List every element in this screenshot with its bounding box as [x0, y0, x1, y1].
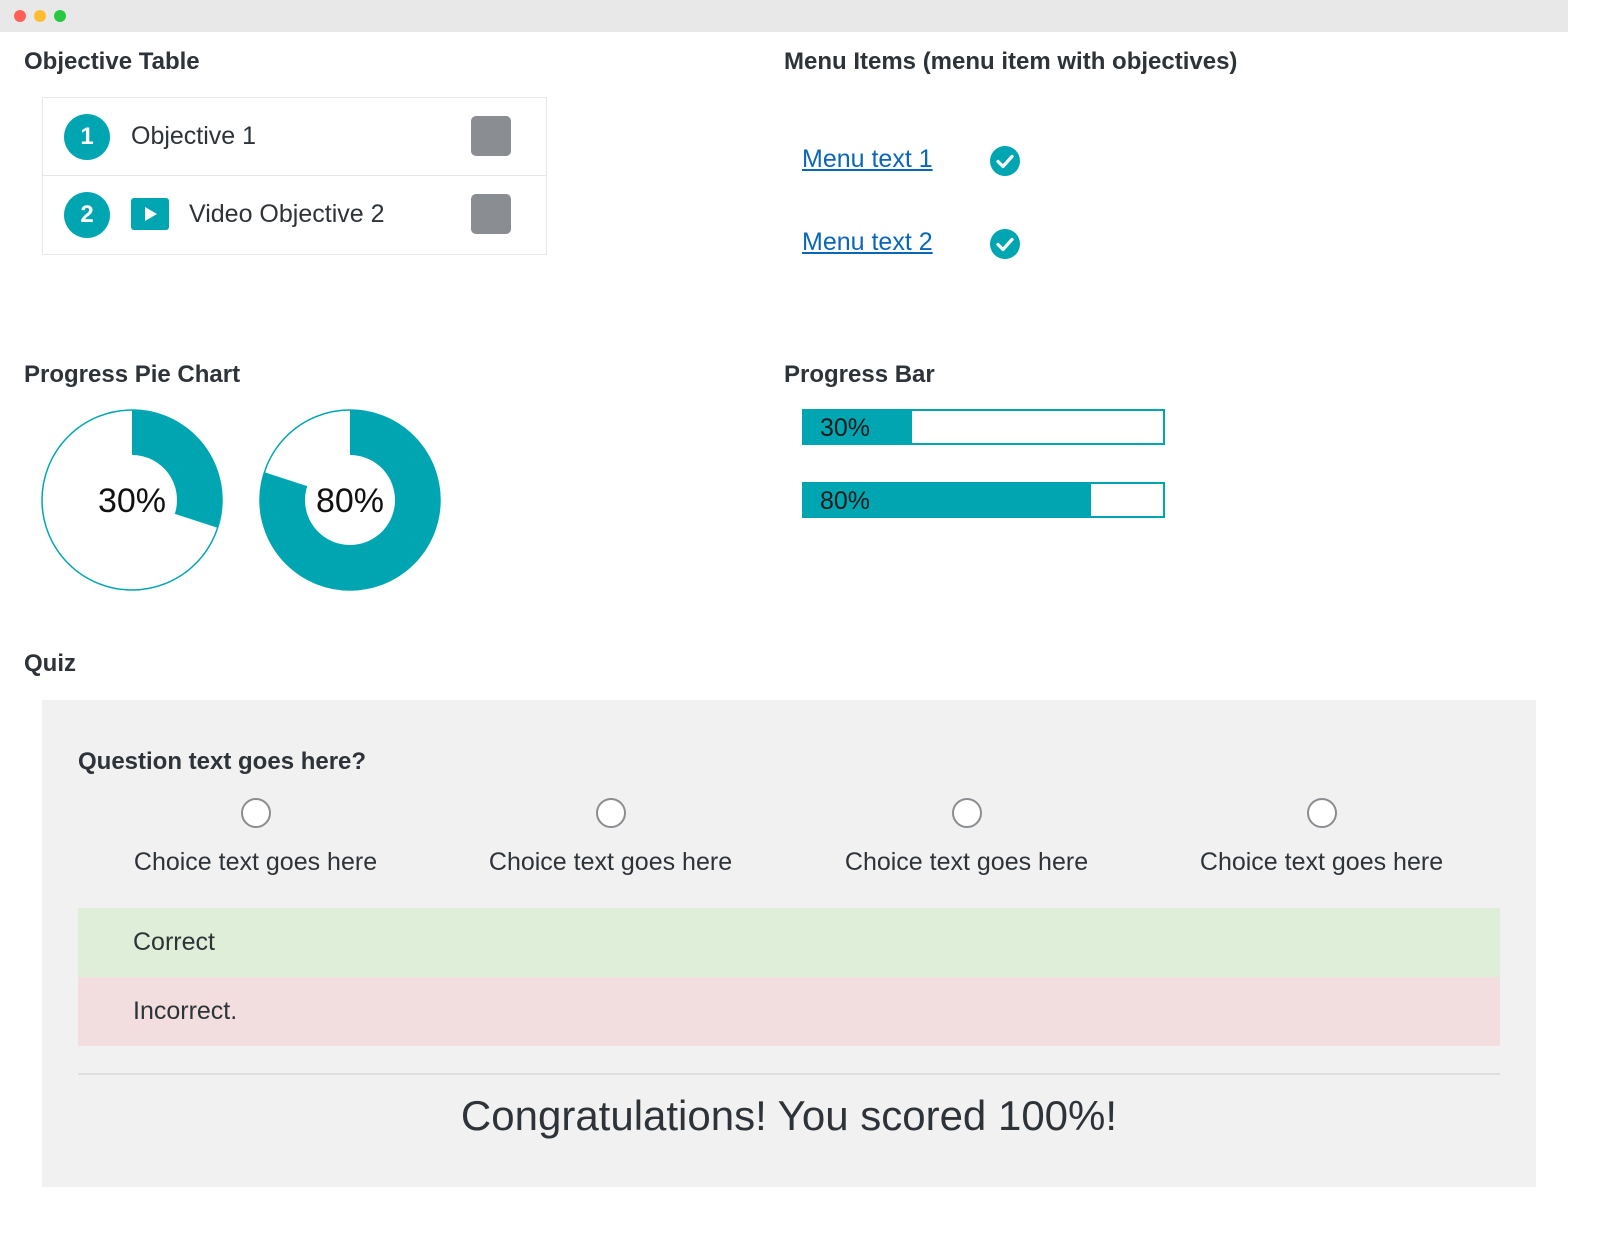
progress-bar: 80%: [802, 482, 1165, 518]
objective-status-checkbox[interactable]: [471, 194, 511, 234]
radio-button[interactable]: [951, 798, 982, 828]
objective-row[interactable]: 1 Objective 1: [43, 98, 546, 176]
choice-option[interactable]: Choice text goes here: [433, 798, 788, 877]
pie-progress-slice: [132, 410, 222, 528]
progress-bar-fill: [804, 411, 912, 443]
objective-label: Objective 1: [131, 122, 257, 150]
objective-row[interactable]: 2 Video Objective 2: [43, 176, 546, 254]
video-play-icon: [131, 198, 169, 230]
pie-label: 30%: [98, 482, 166, 520]
progress-bar: 30%: [802, 409, 1165, 445]
quiz-result: Congratulations! You scored 100%!: [460, 1092, 1118, 1139]
check-circle-icon: [990, 146, 1020, 176]
radio-button[interactable]: [1306, 798, 1337, 828]
objective-table-heading: Objective Table: [24, 48, 200, 75]
question-text: Question text goes here?: [78, 748, 367, 775]
pie-progress-slice: [259, 410, 440, 590]
choice-option[interactable]: Choice text goes here: [78, 798, 433, 877]
objective-status-checkbox[interactable]: [471, 116, 511, 156]
objective-number-badge: 2: [64, 192, 110, 238]
menu-link-1[interactable]: Menu text 1: [802, 145, 933, 173]
close-window-button[interactable]: [14, 10, 26, 22]
quiz-heading: Quiz: [24, 650, 76, 677]
progress-bar-label: 80%: [820, 487, 871, 515]
pie-chart-heading: Progress Pie Chart: [24, 361, 241, 388]
feedback-incorrect: Incorrect.: [78, 977, 1500, 1046]
quiz-panel: Question text goes here? Choice text goe…: [42, 700, 1536, 1187]
minimize-window-button[interactable]: [34, 10, 46, 22]
radio-button[interactable]: [240, 798, 271, 828]
radio-button[interactable]: [595, 798, 626, 828]
choice-text: Choice text goes here: [488, 848, 733, 876]
check-circle-icon: [990, 229, 1020, 259]
objective-label: Video Objective 2: [189, 200, 385, 228]
window-titlebar: [0, 0, 1568, 32]
choice-text: Choice text goes here: [844, 848, 1089, 876]
choice-option[interactable]: Choice text goes here: [1144, 798, 1499, 877]
progress-pie-charts: 30% 80%: [41, 409, 441, 591]
divider: [78, 1073, 1500, 1075]
choice-option[interactable]: Choice text goes here: [789, 798, 1144, 877]
pie-label: 80%: [316, 482, 384, 520]
objective-table: 1 Objective 1 2 Video Objective 2: [42, 97, 547, 255]
progress-bar-fill: [804, 484, 1092, 516]
menu-link-2[interactable]: Menu text 2: [802, 228, 933, 256]
progress-bar-heading: Progress Bar: [784, 361, 935, 388]
progress-bar-label: 30%: [820, 414, 871, 442]
choice-text: Choice text goes here: [1199, 848, 1444, 876]
choice-text: Choice text goes here: [133, 848, 378, 876]
feedback-correct: Correct: [78, 908, 1500, 977]
objective-number-badge: 1: [64, 114, 110, 160]
maximize-window-button[interactable]: [54, 10, 66, 22]
menu-items-heading: Menu Items (menu item with objectives): [784, 48, 1238, 75]
